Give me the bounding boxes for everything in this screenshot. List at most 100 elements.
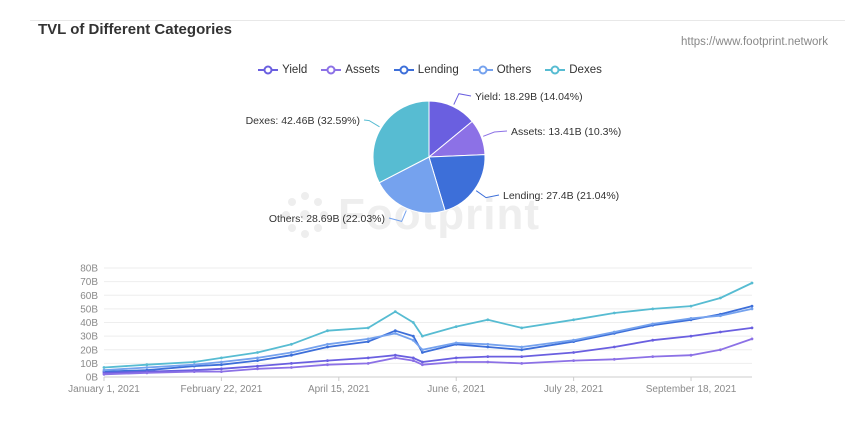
data-point-dexes[interactable] — [102, 366, 106, 369]
data-point-others[interactable] — [192, 363, 196, 367]
data-point-dexes[interactable] — [421, 334, 424, 338]
data-point-yield[interactable] — [411, 356, 415, 360]
data-point-dexes[interactable] — [486, 318, 490, 322]
data-point-lending[interactable] — [520, 348, 524, 352]
data-point-dexes[interactable] — [572, 318, 575, 322]
data-point-lending[interactable] — [411, 334, 415, 338]
data-point-others[interactable] — [520, 345, 524, 349]
data-point-lending[interactable] — [366, 340, 370, 343]
data-point-others[interactable] — [651, 322, 655, 326]
data-point-dexes[interactable] — [750, 281, 754, 285]
data-point-assets[interactable] — [572, 359, 575, 362]
legend-item-assets[interactable]: Assets — [321, 64, 380, 76]
data-point-assets[interactable] — [256, 367, 259, 371]
data-point-assets[interactable] — [411, 359, 415, 362]
data-point-assets[interactable] — [651, 355, 655, 358]
data-point-assets[interactable] — [192, 370, 196, 373]
data-point-yield[interactable] — [256, 364, 259, 368]
data-point-others[interactable] — [689, 317, 693, 320]
data-point-dexes[interactable] — [366, 326, 370, 330]
pie-slice-dexes[interactable] — [372, 100, 430, 184]
data-point-others[interactable] — [145, 366, 149, 369]
data-point-assets[interactable] — [612, 357, 616, 361]
data-point-assets[interactable] — [750, 337, 754, 341]
data-point-yield[interactable] — [454, 356, 458, 360]
pie-slice-others[interactable] — [378, 156, 446, 214]
data-point-assets[interactable] — [719, 348, 722, 352]
data-point-assets[interactable] — [486, 360, 490, 364]
data-point-yield[interactable] — [393, 353, 397, 357]
data-point-yield[interactable] — [651, 338, 655, 342]
data-point-yield[interactable] — [612, 345, 616, 349]
data-point-assets[interactable] — [421, 363, 424, 367]
data-point-others[interactable] — [326, 342, 329, 346]
data-point-yield[interactable] — [220, 367, 223, 371]
data-point-others[interactable] — [454, 341, 458, 345]
data-point-dexes[interactable] — [393, 310, 397, 313]
pie-slice-lending[interactable] — [428, 154, 486, 212]
data-point-others[interactable] — [612, 330, 616, 334]
data-point-assets[interactable] — [520, 362, 524, 365]
data-point-yield[interactable] — [572, 351, 575, 354]
data-point-assets[interactable] — [290, 366, 293, 369]
data-point-others[interactable] — [220, 360, 223, 364]
data-point-dexes[interactable] — [719, 296, 722, 300]
data-point-dexes[interactable] — [256, 351, 259, 354]
data-point-dexes[interactable] — [326, 329, 329, 333]
legend-item-others[interactable]: Others — [472, 64, 531, 76]
data-point-dexes[interactable] — [145, 363, 149, 367]
data-point-others[interactable] — [572, 338, 575, 342]
data-point-dexes[interactable] — [192, 360, 196, 364]
data-point-assets[interactable] — [145, 371, 149, 375]
data-point-assets[interactable] — [454, 360, 458, 364]
legend-item-yield[interactable]: Yield — [258, 64, 307, 76]
data-point-dexes[interactable] — [612, 311, 616, 315]
data-point-yield[interactable] — [689, 334, 693, 338]
series-line-dexes[interactable] — [103, 282, 753, 369]
data-point-others[interactable] — [366, 337, 370, 341]
data-point-dexes[interactable] — [689, 304, 693, 308]
data-point-assets[interactable] — [220, 370, 223, 373]
data-point-others[interactable] — [421, 348, 424, 352]
data-point-assets[interactable] — [102, 372, 106, 376]
data-point-lending[interactable] — [290, 353, 293, 357]
data-point-yield[interactable] — [421, 360, 424, 364]
legend-item-lending[interactable]: Lending — [393, 64, 459, 76]
data-point-dexes[interactable] — [651, 307, 655, 311]
data-point-others[interactable] — [750, 307, 754, 311]
data-point-yield[interactable] — [520, 355, 524, 358]
data-point-lending[interactable] — [486, 345, 490, 349]
data-point-dexes[interactable] — [454, 325, 458, 328]
data-point-lending[interactable] — [421, 351, 424, 354]
data-point-assets[interactable] — [326, 363, 329, 367]
data-point-yield[interactable] — [326, 359, 329, 362]
source-url[interactable]: https://www.footprint.network — [680, 36, 828, 48]
data-point-yield[interactable] — [750, 326, 754, 330]
data-point-others[interactable] — [393, 332, 397, 335]
data-point-lending[interactable] — [326, 345, 329, 349]
data-point-yield[interactable] — [719, 330, 722, 334]
data-point-lending[interactable] — [220, 363, 223, 367]
data-point-lending[interactable] — [256, 359, 259, 362]
data-point-others[interactable] — [102, 368, 106, 372]
data-point-dexes[interactable] — [290, 342, 293, 346]
data-point-others[interactable] — [256, 356, 259, 360]
data-point-assets[interactable] — [689, 353, 693, 357]
data-point-others[interactable] — [290, 351, 293, 354]
data-point-yield[interactable] — [366, 356, 370, 360]
data-point-others[interactable] — [719, 314, 722, 318]
series-line-others[interactable] — [103, 308, 753, 372]
data-point-yield[interactable] — [486, 355, 490, 358]
data-point-lending[interactable] — [393, 329, 397, 333]
series-line-assets[interactable] — [103, 338, 753, 376]
data-point-others[interactable] — [486, 342, 490, 346]
data-point-dexes[interactable] — [411, 321, 415, 324]
data-point-dexes[interactable] — [520, 326, 524, 330]
data-point-assets[interactable] — [393, 356, 397, 360]
data-point-assets[interactable] — [366, 362, 370, 365]
data-point-dexes[interactable] — [220, 356, 223, 360]
data-point-others[interactable] — [411, 338, 415, 342]
data-point-yield[interactable] — [290, 362, 293, 365]
legend-item-dexes[interactable]: Dexes — [545, 64, 602, 76]
series-line-yield[interactable] — [103, 327, 753, 374]
